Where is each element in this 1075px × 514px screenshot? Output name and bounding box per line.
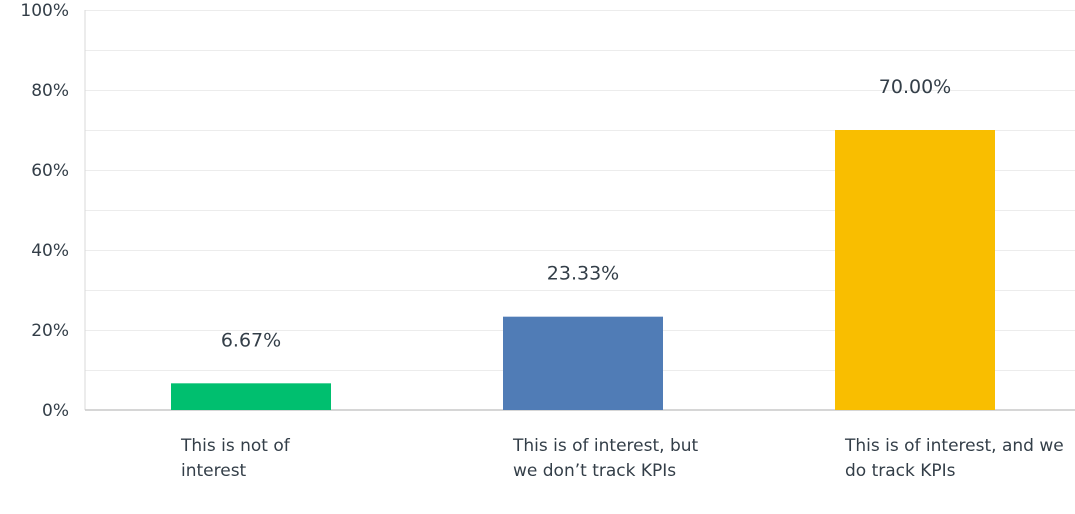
category-label: This is of interest, and we do track KPI…	[845, 436, 1064, 481]
y-tick-label: 80%	[31, 81, 69, 101]
y-tick-label: 20%	[31, 321, 69, 341]
y-tick-label: 40%	[31, 241, 69, 261]
bars	[171, 130, 995, 410]
y-tick-label: 100%	[20, 1, 69, 21]
data-label: 6.67%	[221, 329, 281, 351]
y-tick-label: 0%	[42, 401, 69, 421]
data-labels: 6.67% 23.33% 70.00%	[221, 76, 951, 351]
y-tick-label: 60%	[31, 161, 69, 181]
gridlines	[85, 10, 1075, 371]
bar	[503, 316, 663, 410]
bar	[835, 130, 995, 410]
data-label: 70.00%	[879, 76, 951, 98]
data-label: 23.33%	[547, 263, 619, 285]
category-label: This is of interest, but we don’t track …	[513, 436, 699, 481]
category-label: This is not of interest	[181, 436, 290, 481]
y-axis-ticks: 0% 20% 40% 60% 80% 100%	[20, 1, 69, 421]
bar	[171, 383, 331, 410]
